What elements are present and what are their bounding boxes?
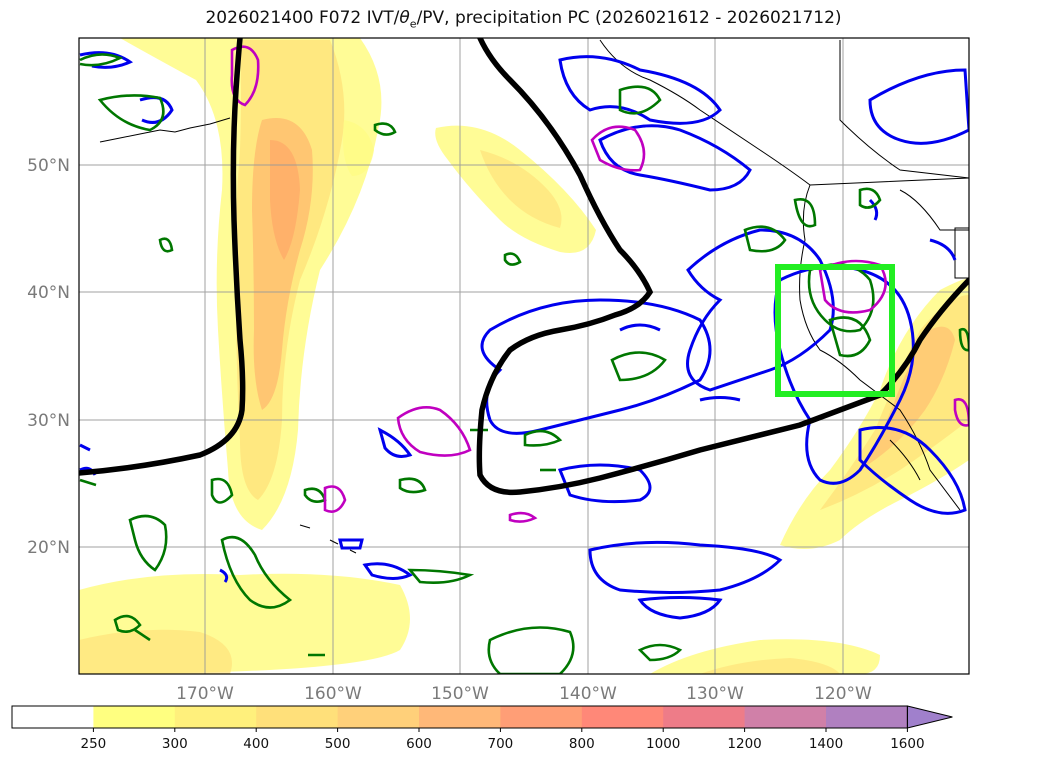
- lon-label-150w: 150°W: [431, 684, 489, 704]
- colorbar-tick-label: 700: [488, 736, 514, 752]
- colorbar-cell: [744, 706, 827, 728]
- colorbar-tick-label: 400: [243, 736, 269, 752]
- colorbar-extend-arrow: [906, 705, 953, 729]
- colorbar-tick-label: 1600: [890, 736, 924, 752]
- colorbar-frame: [11, 705, 908, 729]
- pv2-contours: [230, 45, 969, 523]
- lon-label-170w: 170°W: [176, 684, 234, 704]
- highlight-box: [775, 264, 895, 397]
- lon-label-120w: 120°W: [814, 684, 872, 704]
- map-frame: [78, 37, 970, 675]
- colorbar-tick-label: 300: [162, 736, 188, 752]
- ivt-plume-central-2: [480, 150, 562, 228]
- lat-label-20: 20°N: [27, 538, 70, 558]
- theta-e-contours: [79, 38, 969, 496]
- colorbar-cell: [93, 706, 176, 728]
- colorbar: 250 300 400 500 600 700 800 1000 1200 1400 1600: [11, 705, 953, 752]
- lon-labels: 170°W 160°W 150°W 140°W 130°W 120°W: [176, 684, 872, 704]
- title-prefix: 2026021400 F072 IVT/: [205, 8, 400, 28]
- colorbar-cell: [419, 706, 501, 728]
- colorbar-cell: [500, 706, 583, 728]
- colorbar-cell: [337, 706, 420, 728]
- colorbar-tick-label: 600: [406, 736, 432, 752]
- lat-label-50: 50°N: [27, 156, 70, 176]
- lon-label-130w: 130°W: [686, 684, 744, 704]
- colorbar-cell: [256, 706, 339, 728]
- lat-label-40: 40°N: [27, 283, 70, 303]
- lon-label-160w: 160°W: [304, 684, 362, 704]
- colorbar-cell: [581, 706, 664, 728]
- title-theta: θ: [399, 8, 410, 28]
- colorbar-cell: [826, 706, 908, 728]
- lon-label-140w: 140°W: [559, 684, 617, 704]
- colorbar-tick-label: 800: [569, 736, 595, 752]
- figure-title: 2026021400 F072 IVT/θe/PV, precipitation…: [0, 8, 1047, 30]
- colorbar-cell: [663, 706, 746, 728]
- colorbar-cells: [12, 706, 908, 728]
- colorbar-tick-label: 1400: [809, 736, 843, 752]
- ivt-plume-level4: [270, 140, 300, 260]
- theta-e-contour-east: [476, 38, 969, 496]
- ivt-band-south-2: [79, 629, 232, 674]
- title-theta-sub: e: [409, 17, 417, 31]
- lat-label-30: 30°N: [27, 411, 70, 431]
- ivt-patch-north: [343, 120, 374, 176]
- colorbar-tick-label: 250: [81, 736, 107, 752]
- title-suffix: /PV, precipitation PC (2026021612 - 2026…: [416, 8, 842, 28]
- lat-labels: 50°N 40°N 30°N 20°N: [27, 156, 70, 558]
- colorbar-tick-label: 1200: [727, 736, 761, 752]
- precip-contours: [79, 51, 969, 620]
- ivt-shading: [79, 38, 969, 674]
- coastlines: [99, 39, 969, 554]
- colorbar-tick-label: 500: [325, 736, 351, 752]
- map-layers: [79, 38, 969, 674]
- theta-e-contour-west: [79, 38, 246, 476]
- ivt-plume-california-3: [860, 326, 955, 470]
- colorbar-ticks: 250 300 400 500 600 700 800 1000 1200 1400 1600: [81, 728, 925, 752]
- colorbar-tick-label: 1000: [646, 736, 680, 752]
- ivt-patch-southeast-2: [700, 658, 840, 674]
- pv-contours: [79, 53, 969, 674]
- colorbar-cell: [174, 706, 257, 728]
- colorbar-cell: [12, 706, 94, 728]
